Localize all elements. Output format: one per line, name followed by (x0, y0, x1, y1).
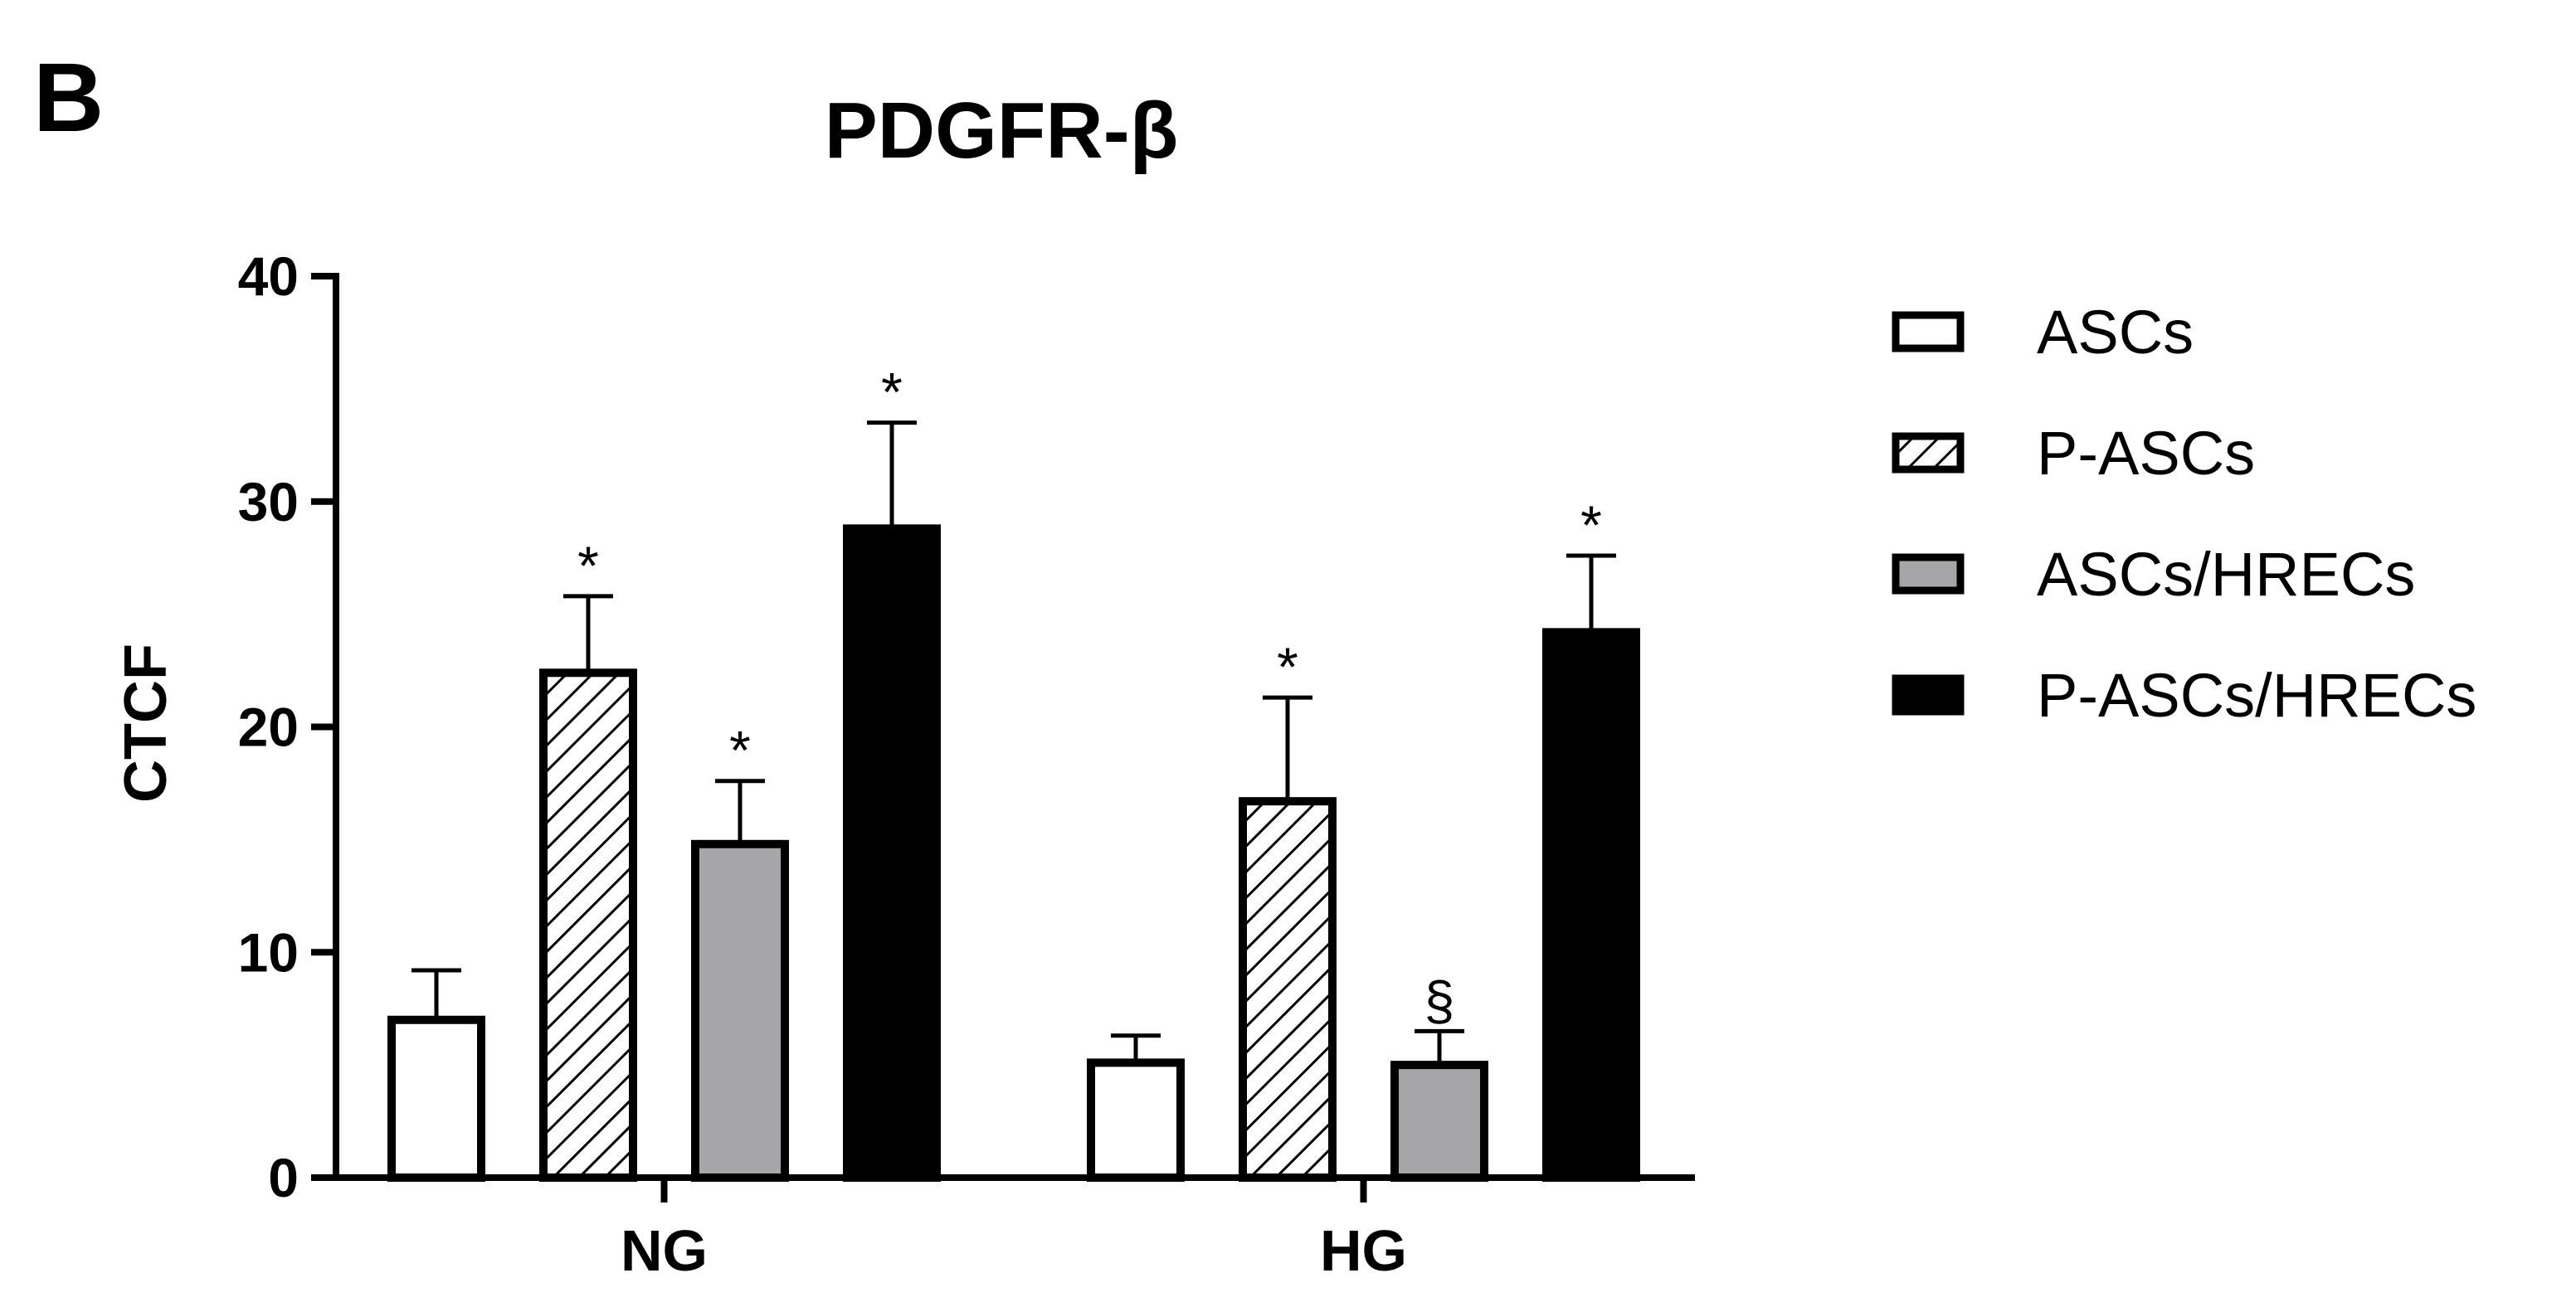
significance-mark: * (881, 362, 903, 423)
significance-mark: * (577, 535, 599, 596)
chart-title: PDGFR-β (825, 86, 1179, 175)
y-tick-label: 40 (238, 245, 299, 307)
y-axis-label: CTCF (113, 644, 179, 803)
y-tick-label: 0 (268, 1147, 299, 1208)
bar (539, 668, 637, 1182)
bar (1239, 797, 1337, 1182)
legend-swatch (1892, 553, 1965, 595)
legend-swatch (1892, 311, 1965, 352)
y-tick-label: 30 (238, 471, 299, 532)
x-tick-label: HG (1320, 1218, 1407, 1283)
significance-mark: * (1580, 494, 1602, 556)
bars: * * * * § * (387, 362, 1640, 1183)
y-tick-label: 20 (238, 697, 299, 758)
significance-mark: § (1424, 969, 1455, 1031)
y-tick-label: 10 (238, 921, 299, 983)
bar (691, 839, 789, 1182)
legend-swatch (1892, 674, 1965, 716)
bar (843, 524, 941, 1182)
legend: ASCs P-ASCs ASCs/HRECs P-ASCs/HRECs (1892, 298, 2476, 730)
legend-label: ASCs (2037, 298, 2194, 367)
x-tick-label: NG (621, 1218, 708, 1283)
legend-label: P-ASCs/HRECs (2037, 661, 2476, 730)
legend-label: P-ASCs (2037, 419, 2255, 488)
significance-mark: * (1277, 636, 1298, 697)
bar (1087, 1058, 1185, 1182)
bar (387, 1015, 485, 1183)
bar (1542, 628, 1640, 1182)
panel-label: B (33, 43, 104, 153)
legend-swatch (1892, 432, 1965, 474)
legend-label: ASCs/HRECs (2037, 540, 2415, 609)
significance-mark: * (729, 720, 751, 781)
bar (1390, 1061, 1488, 1182)
